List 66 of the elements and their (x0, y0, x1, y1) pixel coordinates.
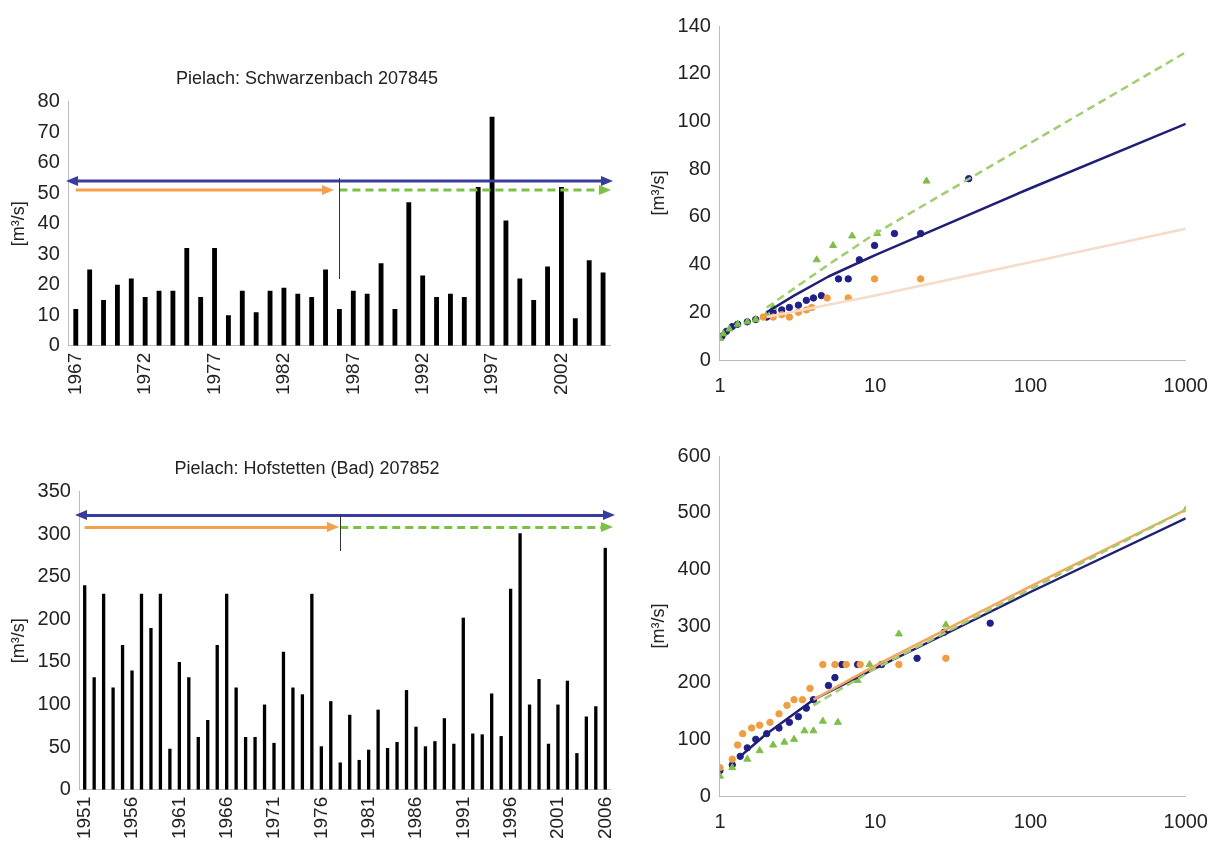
x-tick-label: 1981 (356, 796, 378, 840)
x-tick-label: 10 (864, 809, 887, 832)
y-tick-label: 70 (37, 119, 60, 142)
y-tick-label: 200 (37, 606, 71, 629)
y-tick-label: 500 (677, 500, 711, 523)
y-tick-label: 350 (37, 479, 71, 502)
y-axis-title: [m³/s] (647, 170, 668, 216)
y-tick-label: 40 (688, 252, 711, 275)
y-tick-label: 300 (37, 521, 71, 544)
y-tick-label: 100 (677, 726, 711, 749)
y-tick-label: 30 (37, 241, 60, 264)
x-tick-label: 1000 (1163, 809, 1208, 832)
y-tick-label: 10 (37, 302, 60, 325)
y-tick-label: 20 (688, 299, 711, 322)
x-tick-label: 2006 (593, 796, 615, 840)
y-tick-label: 50 (48, 734, 71, 757)
y-tick-label: 600 (677, 443, 711, 466)
y-axis-title: [m³/s] (7, 201, 28, 247)
x-tick-label: 1956 (120, 796, 142, 840)
x-tick-label: 1986 (404, 796, 426, 840)
y-tick-label: 0 (59, 777, 71, 800)
y-tick-label: 100 (677, 108, 711, 131)
x-tick-label: 1000 (1163, 373, 1208, 396)
x-tick-label: 1977 (202, 352, 224, 396)
y-tick-label: 250 (37, 564, 71, 587)
x-tick-label: 1961 (167, 796, 189, 840)
x-tick-label: 1972 (133, 352, 155, 396)
y-tick-label: 100 (37, 692, 71, 715)
x-tick-label: 1996 (498, 796, 520, 840)
y-tick-label: 80 (688, 156, 711, 179)
y-tick-label: 60 (688, 204, 711, 227)
x-tick-label: 100 (1013, 373, 1048, 396)
y-tick-label: 20 (37, 272, 60, 295)
x-tick-label: 1967 (64, 352, 86, 396)
y-tick-label: 0 (699, 783, 711, 806)
y-tick-label: 0 (699, 347, 711, 370)
x-tick-label: 10 (864, 373, 887, 396)
y-tick-label: 50 (37, 180, 60, 203)
y-tick-label: 80 (37, 89, 60, 112)
x-tick-label: 2001 (546, 796, 568, 840)
x-tick-label: 1976 (309, 796, 331, 840)
x-tick-label: 2002 (549, 352, 571, 396)
y-tick-label: 60 (37, 150, 60, 173)
y-axis-title: [m³/s] (647, 603, 668, 649)
y-tick-label: 150 (37, 649, 71, 672)
y-tick-label: 140 (677, 13, 711, 36)
chart-title: Pielach: Hofstetten (Bad) 207852 (174, 457, 440, 478)
x-tick-label: 100 (1013, 809, 1048, 832)
x-tick-label: 1 (714, 373, 726, 396)
y-axis-title: [m³/s] (7, 618, 28, 664)
x-tick-label: 1971 (262, 796, 284, 840)
y-tick-label: 40 (37, 211, 60, 234)
x-tick-label: 1951 (72, 796, 94, 840)
x-tick-label: 1966 (214, 796, 236, 840)
y-tick-label: 300 (677, 613, 711, 636)
x-tick-label: 1982 (272, 352, 294, 396)
y-tick-label: 0 (48, 333, 60, 356)
x-tick-label: 1992 (410, 352, 432, 396)
x-tick-label: 1 (714, 809, 726, 832)
y-tick-label: 200 (677, 670, 711, 693)
x-tick-label: 1997 (480, 352, 502, 396)
x-tick-label: 1991 (451, 796, 473, 840)
x-tick-label: 1987 (341, 352, 363, 396)
chart-title: Pielach: Schwarzenbach 207845 (175, 67, 439, 88)
y-tick-label: 120 (677, 61, 711, 84)
y-tick-label: 400 (677, 556, 711, 579)
